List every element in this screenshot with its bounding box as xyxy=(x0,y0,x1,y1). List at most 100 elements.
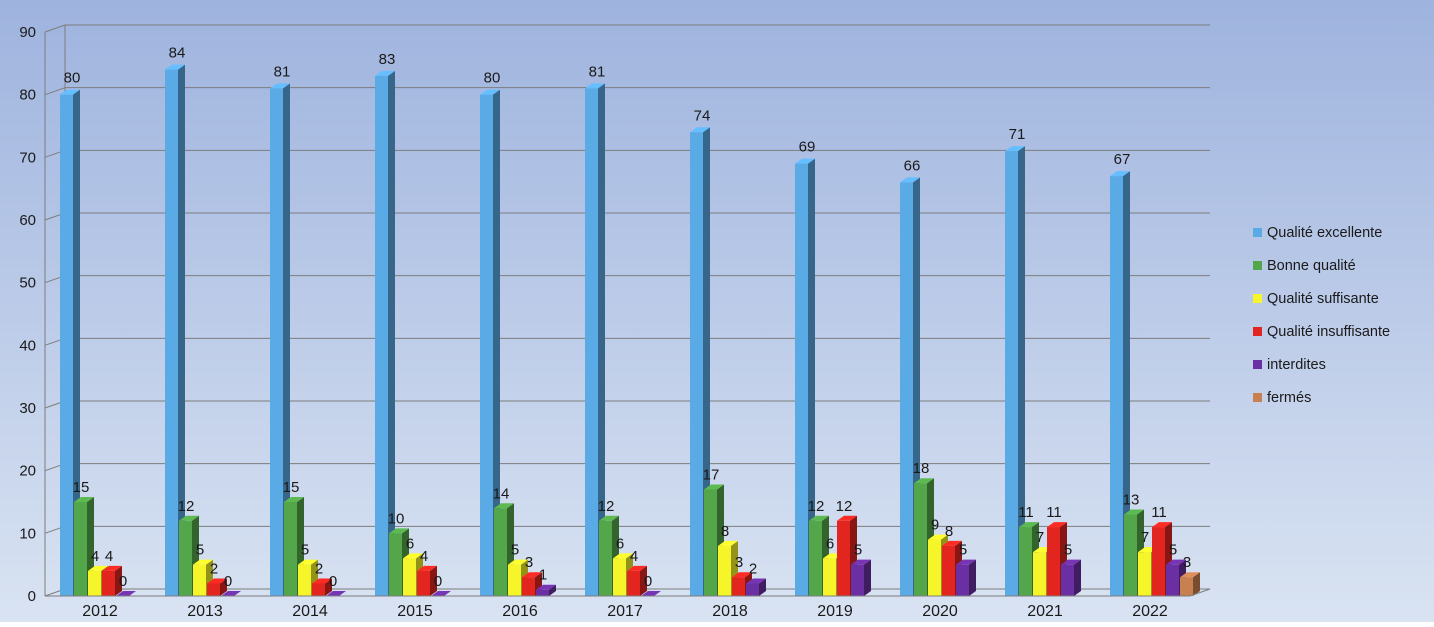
data-label: 12 xyxy=(598,498,615,515)
data-label: 80 xyxy=(484,70,501,87)
data-label: 5 xyxy=(1169,542,1177,559)
data-label: 10 xyxy=(388,510,405,527)
bar-top xyxy=(1047,522,1067,528)
bar-side xyxy=(283,83,290,596)
data-label: 12 xyxy=(178,498,195,515)
bar-top xyxy=(1166,559,1186,565)
y-tick-label: 80 xyxy=(19,87,36,104)
bar-top xyxy=(704,484,724,490)
data-label: 81 xyxy=(274,63,291,80)
legend-item: Bonne qualité xyxy=(1253,249,1390,282)
bar-front xyxy=(585,88,598,597)
bar-front xyxy=(690,132,703,596)
data-label: 6 xyxy=(616,535,624,552)
data-label: 5 xyxy=(511,542,519,559)
data-label: 7 xyxy=(1141,529,1149,546)
legend-item: interdites xyxy=(1253,348,1390,381)
y-tick-label: 70 xyxy=(19,149,36,166)
bar-front xyxy=(851,564,864,596)
bar-top xyxy=(165,64,185,70)
bar-top xyxy=(480,89,500,95)
bar-side xyxy=(430,565,437,596)
bar-top xyxy=(221,591,241,596)
bar-top xyxy=(522,572,542,578)
data-label: 18 xyxy=(913,460,930,477)
x-tick-label: 2013 xyxy=(187,603,223,620)
bar xyxy=(1061,559,1081,596)
legend-item: Qualité insuffisante xyxy=(1253,315,1390,348)
bar-top xyxy=(508,559,528,565)
y-tick-label: 60 xyxy=(19,212,36,229)
data-label: 0 xyxy=(224,573,232,590)
bar-top xyxy=(746,578,766,584)
bar-front xyxy=(732,577,745,596)
data-label: 8 xyxy=(721,523,729,540)
bar-side xyxy=(1074,559,1081,596)
bar-side xyxy=(115,565,122,596)
bar-top xyxy=(613,553,633,559)
bar-front xyxy=(1033,552,1046,596)
bar-top xyxy=(403,553,423,559)
bar-front xyxy=(900,182,913,596)
data-label: 0 xyxy=(434,573,442,590)
bar-top xyxy=(312,578,332,584)
bar-front xyxy=(480,94,493,597)
bar-top xyxy=(74,497,94,502)
data-label: 83 xyxy=(379,51,396,68)
data-label: 2 xyxy=(749,560,757,577)
data-label: 5 xyxy=(854,542,862,559)
bar-top xyxy=(1152,522,1172,528)
bar-top xyxy=(284,497,304,502)
legend-item: fermés xyxy=(1253,381,1390,414)
bar-front xyxy=(599,520,612,596)
data-label: 8 xyxy=(945,523,953,540)
data-label: 13 xyxy=(1123,492,1140,509)
data-label: 11 xyxy=(1151,504,1167,521)
data-label: 17 xyxy=(703,466,720,483)
bar-top xyxy=(956,559,976,565)
legend-swatch xyxy=(1253,327,1262,336)
bar-front xyxy=(536,589,549,596)
bar-top xyxy=(627,565,647,571)
data-label: 80 xyxy=(64,70,81,87)
bar-top xyxy=(536,584,556,590)
bar-front xyxy=(60,94,73,597)
data-label: 5 xyxy=(1064,542,1072,559)
bar-top xyxy=(60,89,80,95)
x-tick-label: 2022 xyxy=(1132,603,1168,620)
bar-front xyxy=(298,564,311,596)
bar-top xyxy=(732,572,752,578)
data-label: 67 xyxy=(1114,151,1131,168)
bar-top xyxy=(585,83,605,89)
data-label: 11 xyxy=(1018,504,1034,521)
bar-front xyxy=(1152,527,1165,596)
legend-label: fermés xyxy=(1267,389,1312,406)
y-tick-label: 10 xyxy=(19,525,36,542)
data-label: 3 xyxy=(525,554,533,571)
data-label: 5 xyxy=(196,542,204,559)
bar-top xyxy=(641,591,661,596)
data-label: 14 xyxy=(493,485,510,502)
data-label: 2 xyxy=(210,560,218,577)
bar-front xyxy=(1110,176,1123,596)
bar-side xyxy=(493,89,500,597)
bar xyxy=(270,83,290,597)
x-tick-label: 2017 xyxy=(607,603,643,620)
bar-front xyxy=(914,483,927,596)
legend-label: interdites xyxy=(1267,356,1326,373)
bar-top xyxy=(1019,522,1039,528)
bar-top xyxy=(942,540,962,546)
bar-top xyxy=(298,559,318,565)
bar-front xyxy=(704,489,717,596)
data-label: 7 xyxy=(1036,529,1044,546)
y-tick-label: 20 xyxy=(19,463,36,480)
bar-front xyxy=(1047,527,1060,596)
bar xyxy=(795,158,815,596)
bar-side xyxy=(1193,572,1200,596)
data-label: 5 xyxy=(301,542,309,559)
bar xyxy=(956,559,976,596)
bar-front xyxy=(837,520,850,596)
bar-front xyxy=(508,564,521,596)
bar-front xyxy=(718,545,731,596)
